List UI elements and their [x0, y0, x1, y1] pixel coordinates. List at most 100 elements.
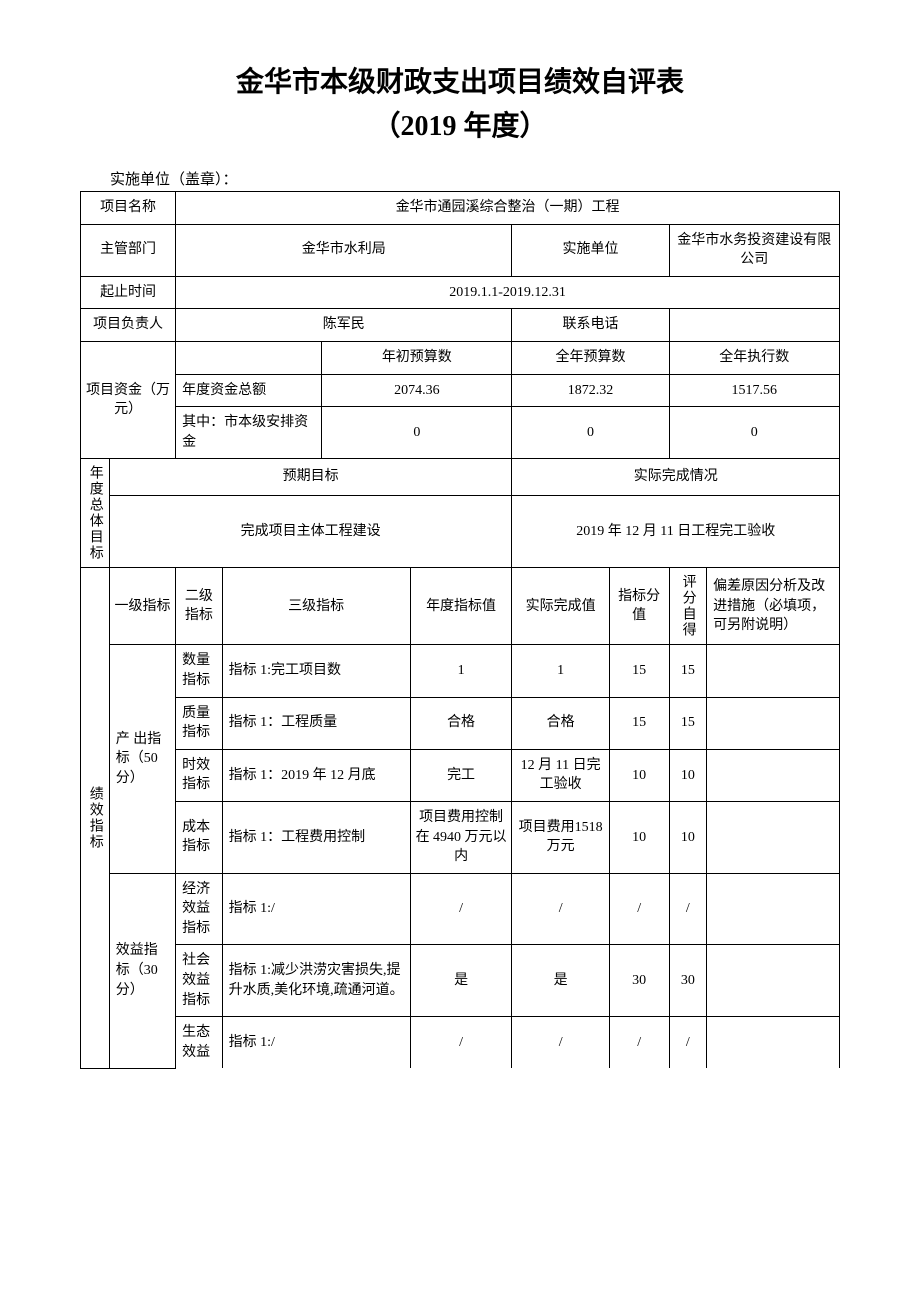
- group-output: 产 出指标（50 分）: [109, 645, 175, 873]
- table-row: 生态效益 指标 1:/ / / / /: [81, 1017, 840, 1069]
- score: 30: [609, 945, 669, 1017]
- self: 15: [669, 645, 707, 697]
- group-benefit: 效益指标（30分）: [109, 873, 175, 1068]
- table-row: 社会效益指标 指标 1:减少洪涝灾害损失,提升水质,美化环境,疏通河道。 是 是…: [81, 945, 840, 1017]
- lvl2: 社会效益指标: [176, 945, 222, 1017]
- actual: /: [512, 1017, 609, 1069]
- goals-side-label: 年度总体目标: [81, 459, 110, 568]
- score: 10: [609, 801, 669, 873]
- funds-city-label: 其中：市本级安排资金: [176, 407, 322, 459]
- unit-seal-label: 实施单位（盖章）：: [80, 168, 840, 189]
- head-lvl1: 一级指标: [109, 568, 175, 645]
- project-name-label: 项目名称: [81, 192, 176, 225]
- leader: 陈军民: [176, 309, 512, 342]
- table-row: 主管部门 金华市水利局 实施单位 金华市水务投资建设有限公司: [81, 224, 840, 276]
- table-row: 年度总体目标 预期目标 实际完成情况: [81, 459, 840, 496]
- dev: [707, 1017, 840, 1069]
- head-deviation: 偏差原因分析及改进措施（必填项，可另附说明）: [707, 568, 840, 645]
- annual: 完工: [410, 749, 512, 801]
- supervisor-label: 主管部门: [81, 224, 176, 276]
- lvl3: 指标 1:/: [222, 1017, 410, 1069]
- funds-blank: [176, 341, 322, 374]
- dev: [707, 749, 840, 801]
- table-row: 项目资金（万元） 年初预算数 全年预算数 全年执行数: [81, 341, 840, 374]
- impl-unit-label: 实施单位: [512, 224, 669, 276]
- score: /: [609, 873, 669, 945]
- phone-label: 联系电话: [512, 309, 669, 342]
- self: 15: [669, 697, 707, 749]
- self: 10: [669, 749, 707, 801]
- evaluation-table: 项目名称 金华市通园溪综合整治（一期）工程 主管部门 金华市水利局 实施单位 金…: [80, 191, 840, 1069]
- goals-actual: 2019 年 12 月 11 日工程完工验收: [512, 495, 840, 567]
- actual: /: [512, 873, 609, 945]
- impl-unit: 金华市水务投资建设有限公司: [669, 224, 839, 276]
- head-annual: 年度指标值: [410, 568, 512, 645]
- annual: 1: [410, 645, 512, 697]
- funds-col-full: 全年预算数: [512, 341, 669, 374]
- funds-col-exec: 全年执行数: [669, 341, 839, 374]
- table-row: 产 出指标（50 分） 数量指标 指标 1:完工项目数 1 1 15 15: [81, 645, 840, 697]
- table-row: 项目名称 金华市通园溪综合整治（一期）工程: [81, 192, 840, 225]
- period: 2019.1.1-2019.12.31: [176, 276, 840, 309]
- lvl2: 生态效益: [176, 1017, 222, 1069]
- table-row: 时效指标 指标 1：2019 年 12 月底 完工 12 月 11 日完工验收 …: [81, 749, 840, 801]
- dev: [707, 873, 840, 945]
- table-row: 其中：市本级安排资金 0 0 0: [81, 407, 840, 459]
- table-row: 绩效指标 一级指标 二级指标 三级指标 年度指标值 实际完成值 指标分值 评分自…: [81, 568, 840, 645]
- score: 15: [609, 697, 669, 749]
- dev: [707, 697, 840, 749]
- page-title: 金华市本级财政支出项目绩效自评表: [80, 60, 840, 100]
- table-row: 质量指标 指标 1：工程质量 合格 合格 15 15: [81, 697, 840, 749]
- funds-col-initial: 年初预算数: [322, 341, 512, 374]
- score: 15: [609, 645, 669, 697]
- funds-total-initial: 2074.36: [322, 374, 512, 407]
- score: /: [609, 1017, 669, 1069]
- annual: 是: [410, 945, 512, 1017]
- annual: 项目费用控制在 4940 万元以内: [410, 801, 512, 873]
- page-subtitle: （2019 年度）: [80, 104, 840, 144]
- table-row: 项目负责人 陈军民 联系电话: [81, 309, 840, 342]
- actual: 12 月 11 日完工验收: [512, 749, 609, 801]
- funds-city-initial: 0: [322, 407, 512, 459]
- dev: [707, 645, 840, 697]
- self: /: [669, 873, 707, 945]
- lvl2: 时效指标: [176, 749, 222, 801]
- head-lvl3: 三级指标: [222, 568, 410, 645]
- actual: 项目费用1518 万元: [512, 801, 609, 873]
- goals-expected: 完成项目主体工程建设: [109, 495, 512, 567]
- funds-total-label: 年度资金总额: [176, 374, 322, 407]
- funds-total-exec: 1517.56: [669, 374, 839, 407]
- phone: [669, 309, 839, 342]
- table-row: 年度资金总额 2074.36 1872.32 1517.56: [81, 374, 840, 407]
- leader-label: 项目负责人: [81, 309, 176, 342]
- lvl2: 质量指标: [176, 697, 222, 749]
- table-row: 效益指标（30分） 经济效益指标 指标 1:/ / / / /: [81, 873, 840, 945]
- table-row: 成本指标 指标 1：工程费用控制 项目费用控制在 4940 万元以内 项目费用1…: [81, 801, 840, 873]
- lvl2: 经济效益指标: [176, 873, 222, 945]
- annual: /: [410, 1017, 512, 1069]
- score: 10: [609, 749, 669, 801]
- head-lvl2: 二级指标: [176, 568, 222, 645]
- self: 10: [669, 801, 707, 873]
- funds-city-exec: 0: [669, 407, 839, 459]
- lvl3: 指标 1：工程质量: [222, 697, 410, 749]
- table-row: 完成项目主体工程建设 2019 年 12 月 11 日工程完工验收: [81, 495, 840, 567]
- self: 30: [669, 945, 707, 1017]
- funds-total-full: 1872.32: [512, 374, 669, 407]
- table-row: 起止时间 2019.1.1-2019.12.31: [81, 276, 840, 309]
- lvl3: 指标 1:/: [222, 873, 410, 945]
- head-actual: 实际完成值: [512, 568, 609, 645]
- period-label: 起止时间: [81, 276, 176, 309]
- actual: 1: [512, 645, 609, 697]
- lvl3: 指标 1:完工项目数: [222, 645, 410, 697]
- goals-expected-label: 预期目标: [109, 459, 512, 496]
- self: /: [669, 1017, 707, 1069]
- indicators-side-label: 绩效指标: [81, 568, 110, 1069]
- goals-actual-label: 实际完成情况: [512, 459, 840, 496]
- funds-city-full: 0: [512, 407, 669, 459]
- head-score: 指标分值: [609, 568, 669, 645]
- project-name: 金华市通园溪综合整治（一期）工程: [176, 192, 840, 225]
- lvl3: 指标 1：工程费用控制: [222, 801, 410, 873]
- dev: [707, 945, 840, 1017]
- annual: /: [410, 873, 512, 945]
